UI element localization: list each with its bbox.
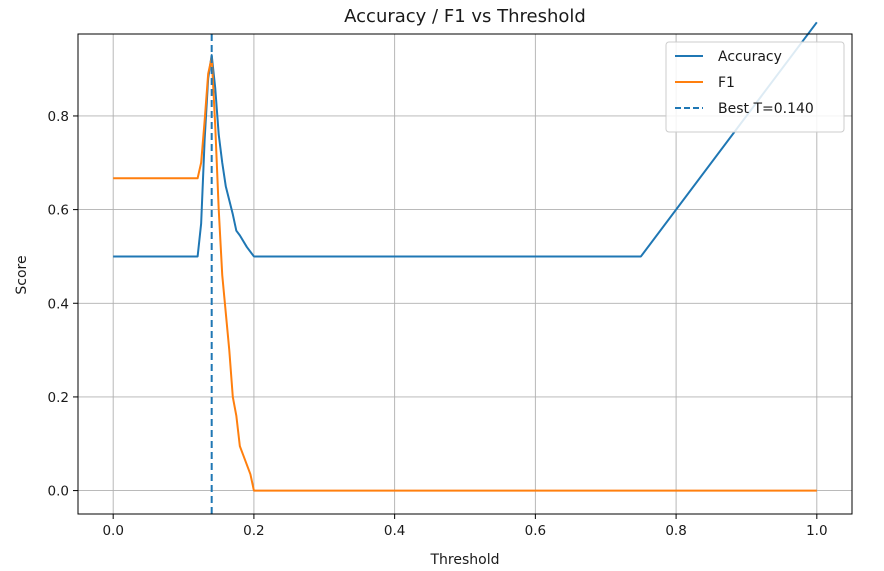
y-tick-label: 0.6 (48, 203, 69, 219)
legend-label: F1 (718, 75, 735, 91)
legend-box (665, 41, 845, 133)
axes-frame (77, 33, 853, 515)
x-tick-label: 0.4 (384, 523, 405, 539)
legend: Accuracy F1 Best T=0.140 (665, 41, 845, 133)
plot-area (113, 21, 818, 514)
y-tick-label: 0.2 (48, 390, 69, 406)
series-line-accuracy (113, 21, 818, 258)
series-line-f1 (113, 56, 817, 492)
legend-label: Accuracy (718, 49, 782, 65)
x-tick-label: 0.2 (243, 523, 264, 539)
y-axis-label: Score (14, 255, 30, 294)
y-tick-label: 0.8 (48, 109, 69, 125)
x-tick-label: 0.0 (102, 523, 123, 539)
legend-label: Best T=0.140 (718, 101, 814, 117)
chart-title: Accuracy / F1 vs Threshold (344, 6, 586, 27)
y-tick-label: 0.0 (48, 484, 69, 500)
y-tick-label: 0.4 (48, 296, 69, 312)
x-tick-label: 1.0 (806, 523, 827, 539)
x-tick-label: 0.8 (665, 523, 686, 539)
ticks: 0.0 0.2 0.4 0.6 0.8 1.0 0.0 0.2 0.4 0.6 0.8 (48, 109, 828, 539)
x-tick-label: 0.6 (525, 523, 546, 539)
x-axis-label: Threshold (430, 552, 500, 568)
